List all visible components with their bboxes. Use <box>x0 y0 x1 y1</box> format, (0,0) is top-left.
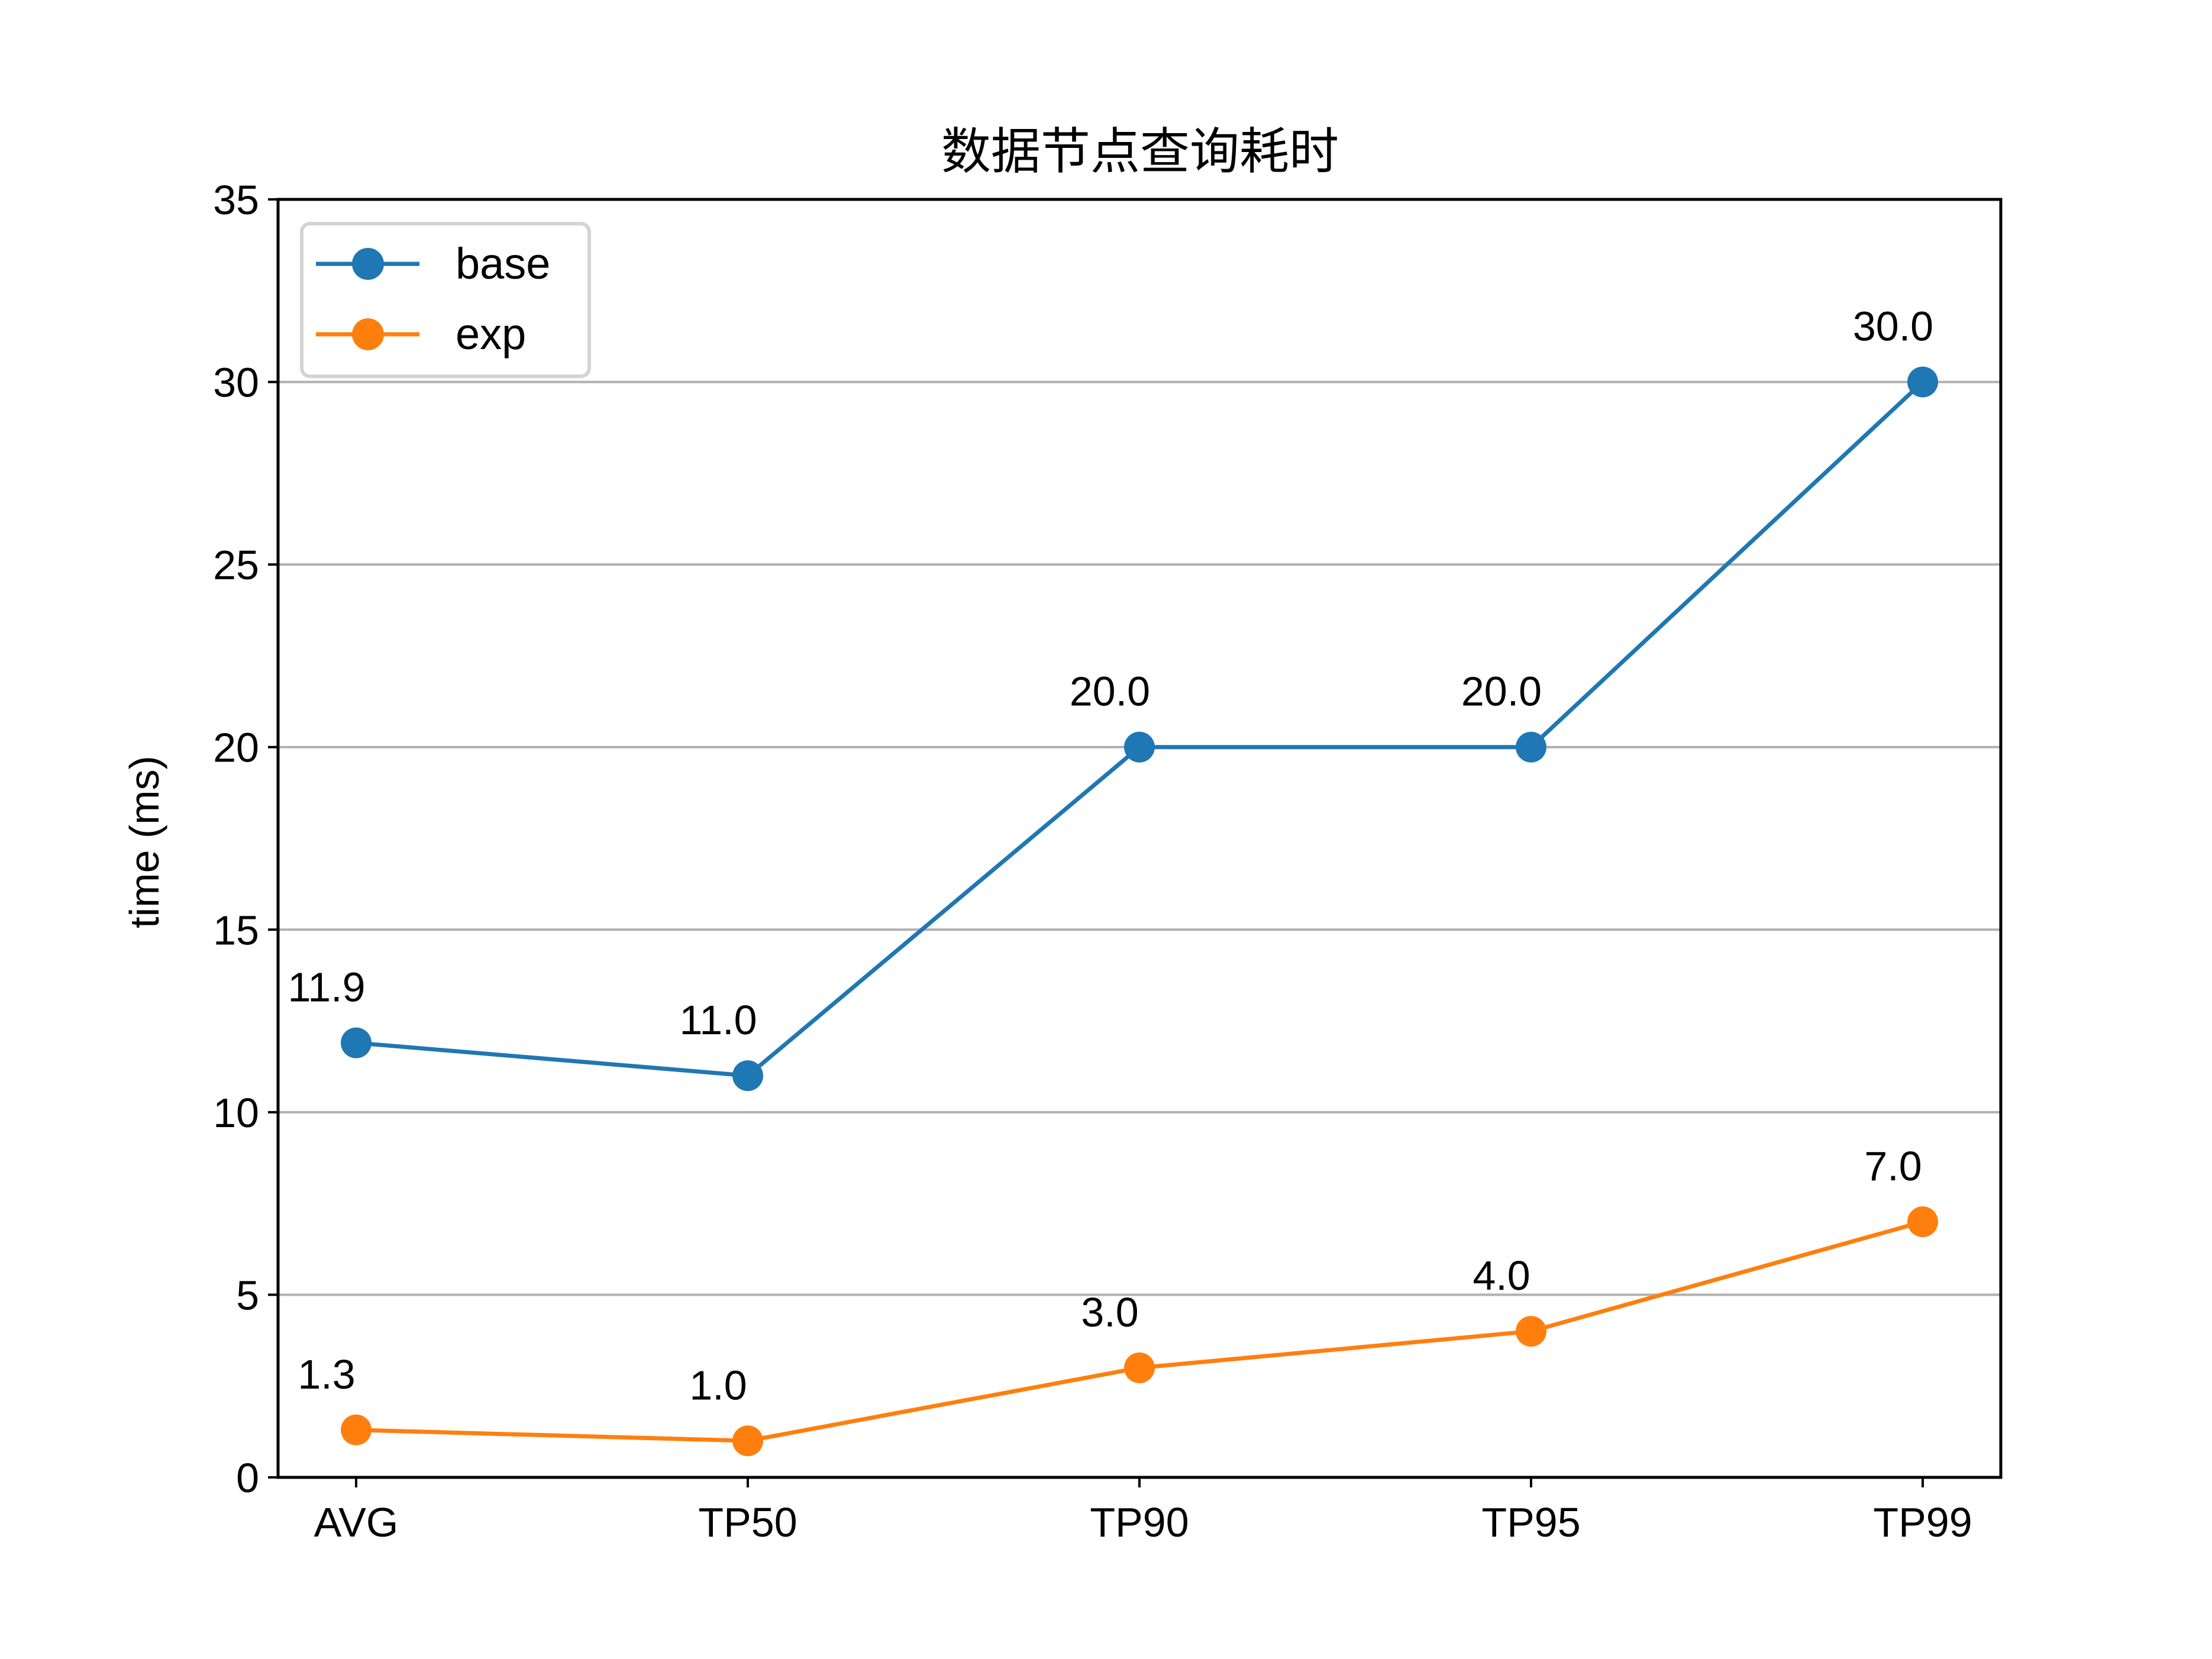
y-tick-label: 0 <box>236 1455 259 1501</box>
x-tick-label: AVG <box>314 1499 399 1545</box>
data-label-base: 20.0 <box>1461 669 1542 715</box>
x-tick-label: TP50 <box>698 1499 797 1545</box>
data-label-base: 20.0 <box>1070 669 1150 715</box>
data-label-base: 11.0 <box>679 997 757 1043</box>
y-tick-label: 25 <box>213 542 259 588</box>
data-point-base <box>341 1027 372 1058</box>
data-point-base <box>732 1060 763 1092</box>
data-label-base: 30.0 <box>1853 304 1933 350</box>
chart-title: 数据节点查询耗时 <box>941 124 1339 179</box>
y-axis-label: time (ms) <box>121 756 167 928</box>
data-point-base <box>1124 731 1155 763</box>
y-tick-label: 20 <box>213 725 259 771</box>
series-group: 11.9 11.0 20.0 20.0 30.0 1.3 1.0 3.0 4.0 7.0 <box>288 304 1938 1457</box>
legend-marker-exp <box>352 318 384 350</box>
x-tick-label: TP99 <box>1873 1499 1972 1545</box>
data-point-exp <box>1907 1206 1938 1237</box>
data-label-exp: 7.0 <box>1864 1143 1922 1189</box>
x-tick-label: TP90 <box>1090 1499 1189 1545</box>
x-tick-label: TP95 <box>1481 1499 1580 1545</box>
data-label-base: 11.9 <box>288 964 365 1011</box>
legend: base exp <box>300 222 591 378</box>
data-label-exp: 1.3 <box>298 1351 355 1397</box>
data-point-exp <box>732 1425 763 1457</box>
legend-label-base: base <box>456 239 550 288</box>
data-point-exp <box>341 1414 372 1445</box>
y-tick-label: 5 <box>236 1272 259 1318</box>
y-tick-label: 15 <box>213 907 259 953</box>
data-point-exp <box>1124 1352 1155 1383</box>
data-label-exp: 3.0 <box>1081 1289 1138 1335</box>
legend-marker-base <box>352 248 384 280</box>
ticks: 0 5 10 15 20 25 30 35 AVG TP50 TP90 TP95 TP99 <box>213 177 1972 1545</box>
y-tick-label: 35 <box>213 177 259 223</box>
data-point-base <box>1907 366 1938 398</box>
data-label-exp: 4.0 <box>1472 1253 1530 1299</box>
data-point-exp <box>1516 1316 1546 1347</box>
legend-label-exp: exp <box>456 309 526 359</box>
y-tick-label: 30 <box>213 360 259 406</box>
data-label-exp: 1.0 <box>689 1362 747 1408</box>
data-point-base <box>1516 731 1546 763</box>
y-tick-label: 10 <box>213 1090 259 1136</box>
